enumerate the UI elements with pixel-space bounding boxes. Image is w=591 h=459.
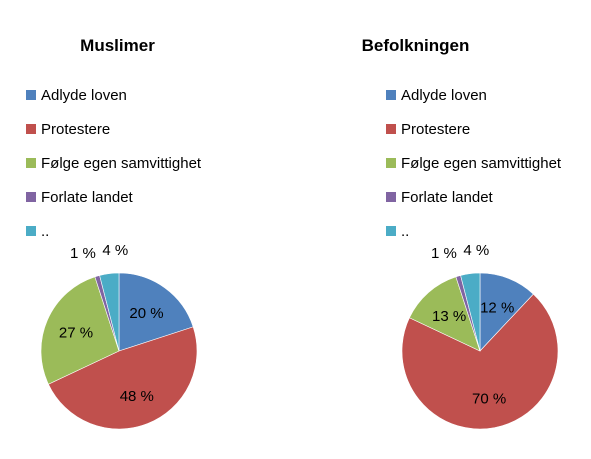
legend-label: Følge egen samvittighet <box>401 154 562 172</box>
legend-swatch <box>386 90 396 100</box>
legend-label: Forlate landet <box>401 188 493 206</box>
data-label: 27 % <box>59 324 93 341</box>
pie-slice <box>409 276 481 352</box>
data-label: 13 % <box>432 308 466 325</box>
data-label: 48 % <box>120 388 154 405</box>
legend-label: .. <box>41 222 50 240</box>
legend-label: Følge egen samvittighet <box>41 154 202 172</box>
legend-swatch <box>26 158 36 168</box>
chart-title: Muslimer <box>80 36 155 55</box>
legend: Adlyde loven Protestere Følge egen samvi… <box>386 78 561 248</box>
legend-item: .. <box>386 214 561 248</box>
legend-item: Følge egen samvittighet <box>386 146 561 180</box>
legend-item: Adlyde loven <box>386 78 561 112</box>
data-label: 1 % <box>431 245 457 262</box>
legend-swatch <box>26 124 36 134</box>
legend-label: Protestere <box>41 120 111 138</box>
legend-swatch <box>386 124 396 134</box>
data-label: 4 % <box>463 242 489 259</box>
pie-slice <box>401 293 559 430</box>
chart-befolkningen: Befolkningen Adlyde loven Protestere Føl… <box>296 0 591 459</box>
legend-item: .. <box>26 214 201 248</box>
legend-item: Forlate landet <box>26 180 201 214</box>
pie-chart: 20 % 48 % 27 % 1 % 4 % <box>40 242 198 430</box>
pie-slice <box>118 272 194 352</box>
data-label: 70 % <box>472 391 506 408</box>
legend-item: Følge egen samvittighet <box>26 146 201 180</box>
legend-swatch <box>386 158 396 168</box>
chart-muslimer: Muslimer Adlyde loven Protestere Følge e… <box>0 0 295 459</box>
legend-label: Adlyde loven <box>401 86 487 104</box>
legend-swatch <box>386 226 396 236</box>
pie-slice <box>460 272 481 352</box>
data-label: 1 % <box>70 245 96 262</box>
legend-item: Protestere <box>26 112 201 146</box>
legend-swatch <box>386 192 396 202</box>
data-label: 20 % <box>129 305 163 322</box>
pie-slice <box>40 276 120 385</box>
legend-label: .. <box>401 222 410 240</box>
legend-item: Protestere <box>386 112 561 146</box>
legend-swatch <box>26 226 36 236</box>
legend-swatch <box>26 90 36 100</box>
legend: Adlyde loven Protestere Følge egen samvi… <box>26 78 201 248</box>
legend-label: Adlyde loven <box>41 86 127 104</box>
pie-slice <box>99 272 120 352</box>
legend-label: Protestere <box>401 120 471 138</box>
pie-slice <box>48 326 198 430</box>
legend-item: Adlyde loven <box>26 78 201 112</box>
legend-label: Forlate landet <box>41 188 133 206</box>
legend-swatch <box>26 192 36 202</box>
chart-title: Befolkningen <box>361 36 470 55</box>
legend-item: Forlate landet <box>386 180 561 214</box>
pie-chart: 12 % 70 % 13 % 1 % 4 % <box>401 242 559 430</box>
data-label: 12 % <box>480 300 514 317</box>
data-label: 4 % <box>102 242 128 259</box>
